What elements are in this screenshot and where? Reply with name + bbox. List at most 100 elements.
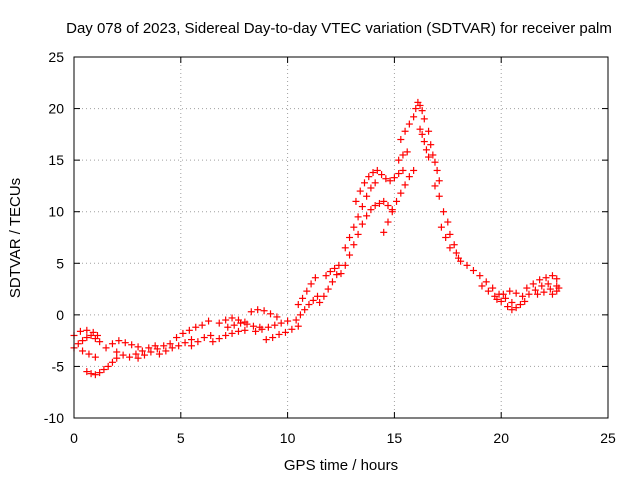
data-point: [395, 170, 403, 178]
y-tick-label: 10: [48, 204, 64, 220]
data-point: [83, 334, 91, 342]
data-point: [482, 278, 490, 286]
data-point: [173, 334, 181, 342]
data-point: [215, 319, 223, 327]
data-point: [93, 331, 101, 339]
data-point: [267, 310, 275, 318]
data-point: [181, 339, 189, 347]
data-point: [422, 146, 430, 154]
data-point: [215, 335, 223, 343]
data-point: [367, 184, 375, 192]
data-point: [542, 274, 550, 282]
data-point: [179, 329, 187, 337]
data-point: [420, 115, 428, 123]
data-point: [410, 113, 418, 121]
data-point: [252, 327, 260, 335]
data-point: [324, 285, 332, 293]
data-point: [262, 336, 270, 344]
data-point: [222, 316, 230, 324]
data-point: [331, 264, 339, 272]
data-point: [309, 296, 317, 304]
data-point: [425, 127, 433, 135]
data-point: [187, 336, 195, 344]
data-point: [369, 169, 377, 177]
y-tick-label: -10: [44, 410, 64, 426]
data-point: [126, 353, 134, 361]
data-point: [444, 218, 452, 226]
data-point: [264, 323, 272, 331]
data-point: [352, 197, 360, 205]
x-tick-label: 0: [70, 430, 78, 446]
data-point: [523, 284, 531, 292]
data-point: [168, 344, 176, 352]
data-point: [254, 306, 262, 314]
data-point: [516, 301, 524, 309]
data-point: [433, 166, 441, 174]
data-point: [277, 319, 285, 327]
data-point: [243, 320, 251, 328]
data-point: [435, 177, 443, 185]
x-axis-label: GPS time / hours: [284, 457, 398, 474]
data-point: [346, 234, 354, 241]
data-point: [548, 290, 556, 298]
data-point: [322, 272, 330, 280]
data-point: [497, 297, 505, 305]
data-point: [534, 290, 542, 298]
data-point: [405, 173, 413, 181]
data-point: [412, 105, 420, 113]
data-point: [373, 166, 381, 174]
data-point: [335, 261, 343, 269]
data-point: [346, 251, 354, 259]
data-point: [307, 280, 315, 288]
data-point: [437, 223, 445, 231]
data-point: [431, 158, 439, 166]
data-point: [328, 278, 336, 286]
data-point: [228, 329, 236, 337]
data-point: [399, 151, 407, 159]
data-point: [512, 289, 520, 297]
data-point: [350, 241, 358, 249]
x-tick-label: 10: [280, 430, 296, 446]
data-point: [85, 350, 93, 358]
data-point: [499, 290, 507, 298]
data-point: [241, 326, 249, 334]
data-point: [83, 326, 91, 334]
data-point: [384, 202, 392, 210]
data-point: [281, 328, 289, 336]
data-point: [420, 138, 428, 146]
data-point: [288, 325, 296, 333]
data-point: [145, 344, 153, 352]
data-point: [546, 285, 554, 293]
data-point: [108, 340, 116, 348]
data-point: [401, 181, 409, 189]
data-point: [350, 223, 358, 231]
data-point: [224, 323, 232, 331]
data-point: [388, 208, 396, 216]
data-point: [450, 241, 458, 249]
y-tick-label: 5: [56, 255, 64, 271]
y-tick-label: 25: [48, 49, 64, 65]
data-point: [429, 151, 437, 159]
data-point: [258, 325, 266, 333]
data-point: [478, 282, 486, 290]
plot-frame: [73, 56, 609, 419]
data-point: [463, 261, 471, 269]
data-points: [70, 98, 563, 379]
data-point: [301, 306, 309, 314]
data-point: [113, 348, 121, 356]
data-point: [435, 192, 443, 200]
data-point: [410, 166, 418, 174]
data-point: [187, 342, 195, 350]
data-point: [155, 350, 163, 358]
data-point: [540, 288, 548, 296]
data-point: [194, 338, 202, 346]
data-point: [100, 366, 108, 374]
data-point: [294, 322, 302, 330]
data-point: [446, 230, 454, 238]
data-point: [363, 192, 371, 200]
data-point: [519, 292, 527, 300]
data-point: [205, 317, 213, 325]
data-point: [260, 307, 268, 315]
data-point: [390, 174, 398, 182]
data-point: [134, 343, 142, 351]
